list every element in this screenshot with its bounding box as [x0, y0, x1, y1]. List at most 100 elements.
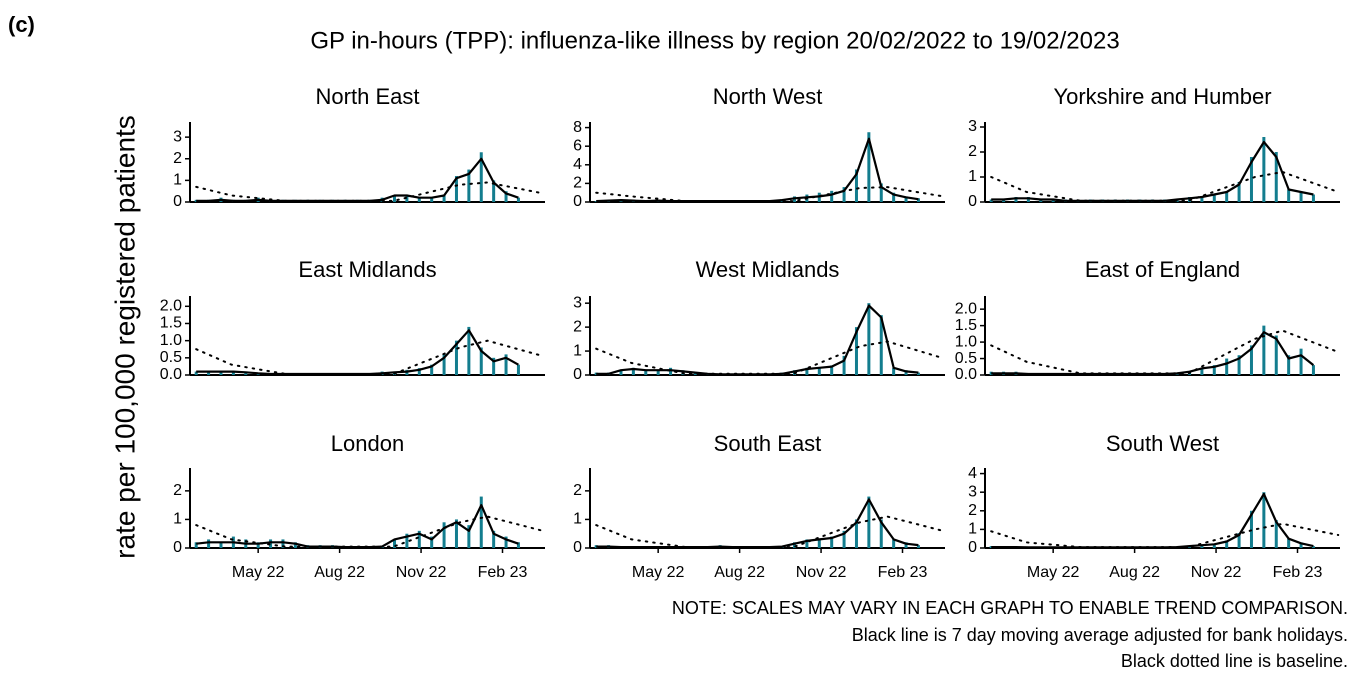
- bar: [207, 371, 211, 375]
- bar: [281, 539, 285, 548]
- y-tick-label: 1: [968, 168, 977, 185]
- bar: [393, 195, 397, 202]
- bar: [867, 132, 871, 202]
- bar: [231, 371, 235, 375]
- bar: [1225, 540, 1229, 548]
- bar: [879, 519, 883, 548]
- baseline: [990, 522, 1340, 549]
- bar: [1200, 368, 1204, 375]
- bar: [1311, 365, 1315, 375]
- panel-title: Yorkshire and Humber: [1053, 84, 1271, 109]
- bar: [916, 545, 920, 548]
- panel-title: North East: [316, 84, 420, 109]
- baseline: [595, 186, 945, 203]
- bar: [256, 542, 260, 548]
- y-tick-label: 2: [573, 482, 582, 499]
- bar: [417, 197, 421, 202]
- bar: [479, 496, 483, 548]
- bar: [892, 539, 896, 548]
- y-tick-label: 0: [968, 539, 977, 556]
- bar: [417, 368, 421, 375]
- bar: [467, 525, 471, 548]
- baseline: [195, 181, 545, 202]
- x-tick-label: Nov 22: [796, 564, 847, 581]
- y-tick-label: 0: [173, 539, 182, 556]
- bar: [1051, 199, 1055, 202]
- y-tick-label: 2: [968, 502, 977, 519]
- y-tick-label: 1.5: [160, 315, 182, 332]
- y-tick-label: 2: [968, 143, 977, 160]
- y-tick-label: 3: [173, 128, 182, 145]
- x-tick-label: May 22: [632, 564, 685, 581]
- bar: [1225, 358, 1229, 375]
- bar: [867, 303, 871, 375]
- bar: [904, 196, 908, 202]
- bar: [854, 327, 858, 375]
- panel-title: East of England: [1085, 257, 1240, 282]
- bar: [1287, 538, 1291, 548]
- bar: [492, 180, 496, 202]
- bar: [594, 545, 598, 548]
- bar: [1237, 355, 1241, 375]
- bar: [1039, 199, 1043, 202]
- baseline: [990, 329, 1340, 375]
- y-tick-label: 0.5: [955, 350, 977, 367]
- panel: South East 0 1 2 May 22 Aug 22 Nov 22 Feb 23: [573, 431, 945, 581]
- bar: [1287, 189, 1291, 202]
- bar: [989, 546, 993, 548]
- bar: [1299, 348, 1303, 375]
- bar: [293, 542, 297, 548]
- y-tick-label: 1.0: [955, 333, 977, 350]
- x-tick-label: Feb 23: [878, 564, 928, 581]
- y-tick-label: 0.0: [160, 366, 182, 383]
- bar: [830, 365, 834, 375]
- bar: [817, 367, 821, 375]
- y-tick-label: 0: [968, 193, 977, 210]
- x-tick-label: Feb 23: [1273, 564, 1323, 581]
- y-axis-label: rate per 100,000 registered patients: [109, 115, 140, 559]
- bar: [1299, 542, 1303, 548]
- bar: [467, 169, 471, 202]
- bar: [194, 371, 198, 375]
- bar: [916, 372, 920, 375]
- y-tick-label: 2.0: [160, 298, 182, 315]
- bar: [619, 370, 623, 375]
- panel-title: South East: [714, 431, 822, 456]
- bar: [594, 201, 598, 202]
- bar: [842, 530, 846, 548]
- bar: [594, 372, 598, 375]
- y-tick-label: 6: [573, 137, 582, 154]
- bar: [442, 195, 446, 202]
- bar: [492, 357, 496, 375]
- panel: North West 02 4 68: [573, 84, 945, 210]
- bar: [479, 347, 483, 375]
- y-tick-label: 2: [573, 318, 582, 335]
- bar: [1026, 197, 1030, 202]
- bar: [1002, 199, 1006, 202]
- x-tick-label: Nov 22: [396, 564, 447, 581]
- bar: [830, 536, 834, 548]
- bar: [1262, 325, 1266, 375]
- bar: [417, 530, 421, 548]
- panel: South West 01 2 34 May 22 Aug 22 Nov 22 Feb 23: [968, 431, 1340, 581]
- moving-average-line: [196, 157, 519, 202]
- y-tick-label: 3: [968, 483, 977, 500]
- bar: [454, 519, 458, 548]
- note: NOTE: SCALES MAY VARY IN EACH GRAPH TO E…: [672, 598, 1348, 618]
- bar: [1262, 137, 1266, 202]
- note: Black dotted line is baseline.: [1121, 651, 1348, 671]
- bar: [442, 354, 446, 375]
- bar: [1311, 546, 1315, 548]
- bar: [516, 197, 520, 202]
- y-tick-label: 1: [173, 511, 182, 528]
- y-tick-label: 0.5: [160, 349, 182, 366]
- bar: [656, 370, 660, 375]
- panel: Yorkshire and Humber 0 1 2 3: [968, 84, 1340, 210]
- y-tick-label: 3: [573, 294, 582, 311]
- bar: [867, 496, 871, 548]
- bar: [904, 370, 908, 375]
- baseline: [595, 515, 945, 549]
- bar: [1249, 345, 1253, 375]
- bar: [269, 539, 273, 548]
- bar: [207, 539, 211, 548]
